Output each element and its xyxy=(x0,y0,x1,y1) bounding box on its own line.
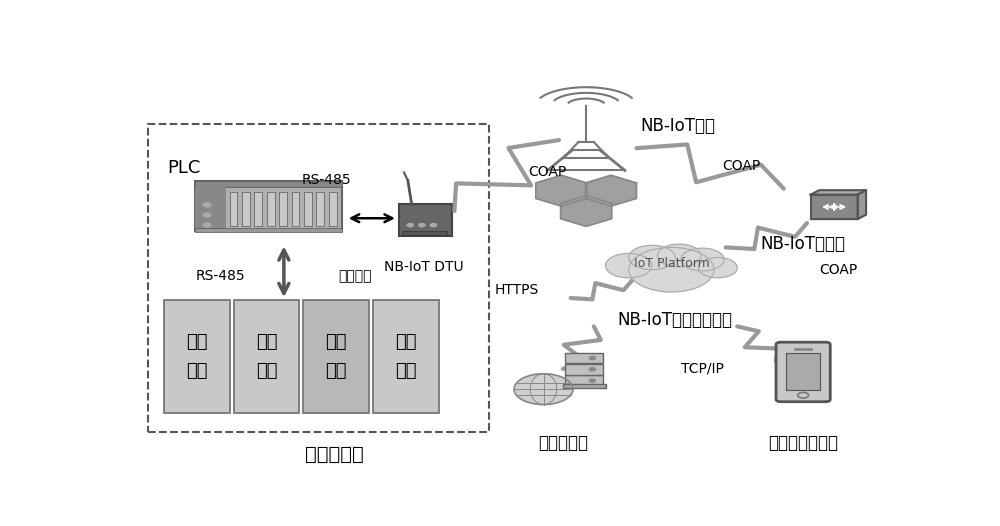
FancyBboxPatch shape xyxy=(267,191,275,226)
FancyBboxPatch shape xyxy=(242,191,250,226)
FancyBboxPatch shape xyxy=(195,180,342,231)
FancyBboxPatch shape xyxy=(230,191,237,226)
Text: PLC: PLC xyxy=(168,159,201,177)
Text: NB-IoT基站: NB-IoT基站 xyxy=(640,117,715,135)
Circle shape xyxy=(629,245,675,270)
Circle shape xyxy=(698,258,737,278)
FancyBboxPatch shape xyxy=(776,342,830,402)
Polygon shape xyxy=(858,190,866,219)
Text: COAP: COAP xyxy=(528,166,566,179)
Circle shape xyxy=(407,224,413,227)
FancyBboxPatch shape xyxy=(402,231,447,235)
Text: 远程服务器: 远程服务器 xyxy=(538,434,588,452)
FancyBboxPatch shape xyxy=(565,364,603,375)
Text: 驱动
下料: 驱动 下料 xyxy=(395,333,417,380)
Circle shape xyxy=(203,223,211,227)
Text: NB-IoT核心网: NB-IoT核心网 xyxy=(761,235,846,253)
FancyBboxPatch shape xyxy=(786,353,820,390)
Circle shape xyxy=(606,254,652,278)
Text: HTTPS: HTTPS xyxy=(494,283,538,297)
FancyBboxPatch shape xyxy=(565,376,603,386)
FancyBboxPatch shape xyxy=(373,300,439,413)
FancyBboxPatch shape xyxy=(565,353,603,363)
Circle shape xyxy=(203,213,211,217)
Text: 耳标
信息: 耳标 信息 xyxy=(256,333,277,380)
Circle shape xyxy=(589,368,595,371)
Circle shape xyxy=(629,247,714,292)
Text: 高速脉冲: 高速脉冲 xyxy=(338,269,372,283)
Polygon shape xyxy=(811,195,858,219)
FancyBboxPatch shape xyxy=(292,191,299,226)
Circle shape xyxy=(589,379,595,382)
FancyBboxPatch shape xyxy=(164,300,230,413)
FancyBboxPatch shape xyxy=(563,385,606,388)
FancyBboxPatch shape xyxy=(195,180,342,187)
Text: NB-IoT连接管理平台: NB-IoT连接管理平台 xyxy=(618,311,733,329)
FancyBboxPatch shape xyxy=(148,124,489,432)
FancyBboxPatch shape xyxy=(303,300,369,413)
Polygon shape xyxy=(811,190,866,195)
Text: 生理
信息: 生理 信息 xyxy=(325,333,347,380)
Text: IoT Platform: IoT Platform xyxy=(634,257,709,270)
Circle shape xyxy=(681,248,724,271)
Text: 安卓手机客户端: 安卓手机客户端 xyxy=(768,434,838,452)
Text: RS-485: RS-485 xyxy=(196,269,245,283)
Text: 现场设备端: 现场设备端 xyxy=(305,444,364,463)
Polygon shape xyxy=(561,196,612,226)
FancyBboxPatch shape xyxy=(234,300,299,413)
Text: 环境
信息: 环境 信息 xyxy=(186,333,207,380)
FancyBboxPatch shape xyxy=(399,204,452,236)
Text: TCP/IP: TCP/IP xyxy=(681,362,724,376)
Circle shape xyxy=(589,356,595,360)
FancyBboxPatch shape xyxy=(254,191,262,226)
Circle shape xyxy=(419,224,425,227)
FancyBboxPatch shape xyxy=(195,228,342,232)
Text: COAP: COAP xyxy=(722,159,760,174)
FancyBboxPatch shape xyxy=(304,191,312,226)
FancyBboxPatch shape xyxy=(329,191,337,226)
Circle shape xyxy=(657,244,701,267)
FancyBboxPatch shape xyxy=(279,191,287,226)
Text: COAP: COAP xyxy=(819,262,857,277)
Text: NB-IoT DTU: NB-IoT DTU xyxy=(384,259,463,274)
Circle shape xyxy=(514,374,573,404)
FancyBboxPatch shape xyxy=(195,187,226,231)
FancyBboxPatch shape xyxy=(316,191,324,226)
Text: RS-485: RS-485 xyxy=(302,173,351,187)
Polygon shape xyxy=(585,175,636,206)
Circle shape xyxy=(203,203,211,207)
Polygon shape xyxy=(536,175,587,206)
Circle shape xyxy=(430,224,437,227)
